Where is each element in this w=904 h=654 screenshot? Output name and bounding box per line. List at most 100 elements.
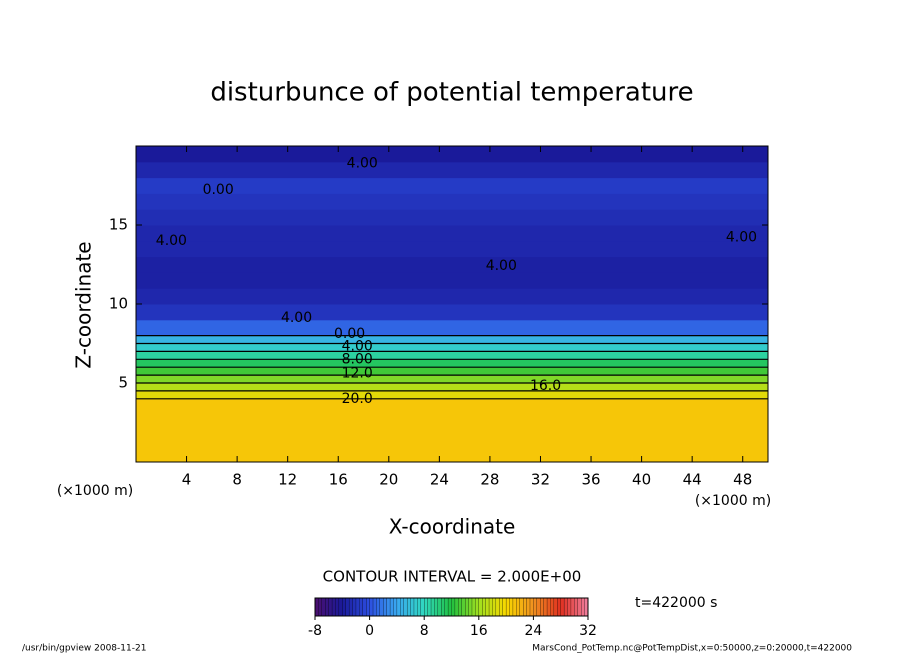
colorbar-tick-label: 8 [420,623,429,639]
colorbar-cell [536,597,541,617]
field-band [136,304,768,321]
colorbar-frame [314,597,589,617]
colorbar-tick-label: 0 [365,623,374,639]
colorbar-cell [444,597,449,617]
contour-interval: CONTOUR INTERVAL = 2.000E+00 [323,568,582,586]
colorbar-cell [471,597,476,617]
colorbar-cell [331,597,336,617]
colorbar-cell [362,597,367,617]
colorbar-tick-label: 16 [470,623,488,639]
colorbar-cell [366,597,371,617]
field-band [136,383,768,392]
y-tick-label: 10 [109,295,128,313]
x-tick-label: 32 [531,471,550,489]
colorbar-cell [318,597,323,617]
contour-label: 4.00 [726,230,757,246]
field-band [136,319,768,337]
colorbar-cell [352,597,357,617]
field-band [136,414,768,431]
colorbar-cell [379,597,384,617]
colorbar-cell [485,597,490,617]
colorbar-cell [447,597,452,617]
colorbar-cell [546,597,551,617]
colorbar-cell [451,597,456,617]
colorbar-cell [505,597,510,617]
colorbar-tick-label: 24 [524,623,542,639]
chart-title: disturbunce of potential temperature [210,78,693,108]
x-axis-label: X-coordinate [389,515,516,539]
colorbar-cell [406,597,412,617]
colorbar-cell [345,597,350,617]
colorbar-cell [516,597,521,617]
field-band [136,359,768,368]
colorbar-cell [454,597,459,617]
colorbar-cell [441,597,446,617]
contour-label: 4.00 [347,155,378,171]
contour-label: 4.00 [281,310,312,326]
colorbar-cell [543,597,548,617]
x-tick-label: 24 [430,471,449,489]
colorbar-cell [417,597,422,617]
field-band [136,375,768,384]
colorbar-cell [427,597,432,617]
colorbar-cell [529,597,534,617]
y-axis-label: Z-coordinate [72,241,96,368]
colorbar-cell [499,597,504,617]
x-tick-label: 20 [379,471,398,489]
footer: /usr/bin/gpview 2008-11-21 [22,644,146,654]
x-tick-label: 48 [733,471,752,489]
colorbar-cell [321,597,326,617]
colorbar-cell [430,597,435,617]
colorbar-cell [393,597,398,617]
x-tick-label: 12 [278,471,297,489]
colorbar-cell [359,597,364,617]
colorbar-cell [434,597,439,617]
colorbar-cell [557,597,562,617]
colorbar-cell [523,597,528,617]
colorbar-tick-label: -8 [308,623,322,639]
contour-label: 0.00 [203,182,234,198]
colorbar-cell [560,597,565,617]
colorbar-cell [403,597,408,617]
field-band [136,193,768,210]
field-band [136,446,768,463]
colorbar-cell [468,597,473,617]
colorbar-cell [420,597,425,617]
colorbar-cell [581,597,586,617]
colorbar-cell [509,597,514,617]
field-band [136,367,768,376]
x-tick-label: 4 [182,471,192,489]
x-tick-label: 36 [581,471,600,489]
colorbar-cell [540,597,545,617]
colorbar-cell [512,597,517,617]
field-band [136,177,768,194]
colorbar-cell [574,597,579,617]
colorbar-cell [437,597,442,617]
colorbar-cell [314,597,319,617]
colorbar-cell [478,597,483,617]
colorbar-cell [550,597,555,617]
x-tick-label: 44 [683,471,702,489]
colorbar-cell [372,597,377,617]
field-band [136,430,768,447]
colorbar-cell [369,597,374,617]
colorbar-cell [386,597,391,617]
colorbar-cell [461,597,466,617]
contour-label: 16.0 [530,378,561,394]
contour-label: 8.00 [342,351,373,367]
contour-label: 4.00 [486,258,517,274]
colorbar-cell [577,597,582,617]
colorbar-cell [325,597,330,617]
contour-label: 20.0 [342,391,373,407]
colorbar-cell [526,597,531,617]
field-band [136,335,768,344]
x-unit-label: (×1000 m) [57,483,133,499]
colorbar-cell [563,597,568,617]
colorbar-cell [338,597,343,617]
colorbar-cell [355,597,360,617]
colorbar-cell [482,597,487,617]
footer: MarsCond_PotTemp.nc@PotTempDist,x=0:5000… [532,644,852,654]
contour-label: 12.0 [342,366,373,382]
colorbar-cell [410,597,415,617]
time-label: t=422000 s [635,595,717,611]
